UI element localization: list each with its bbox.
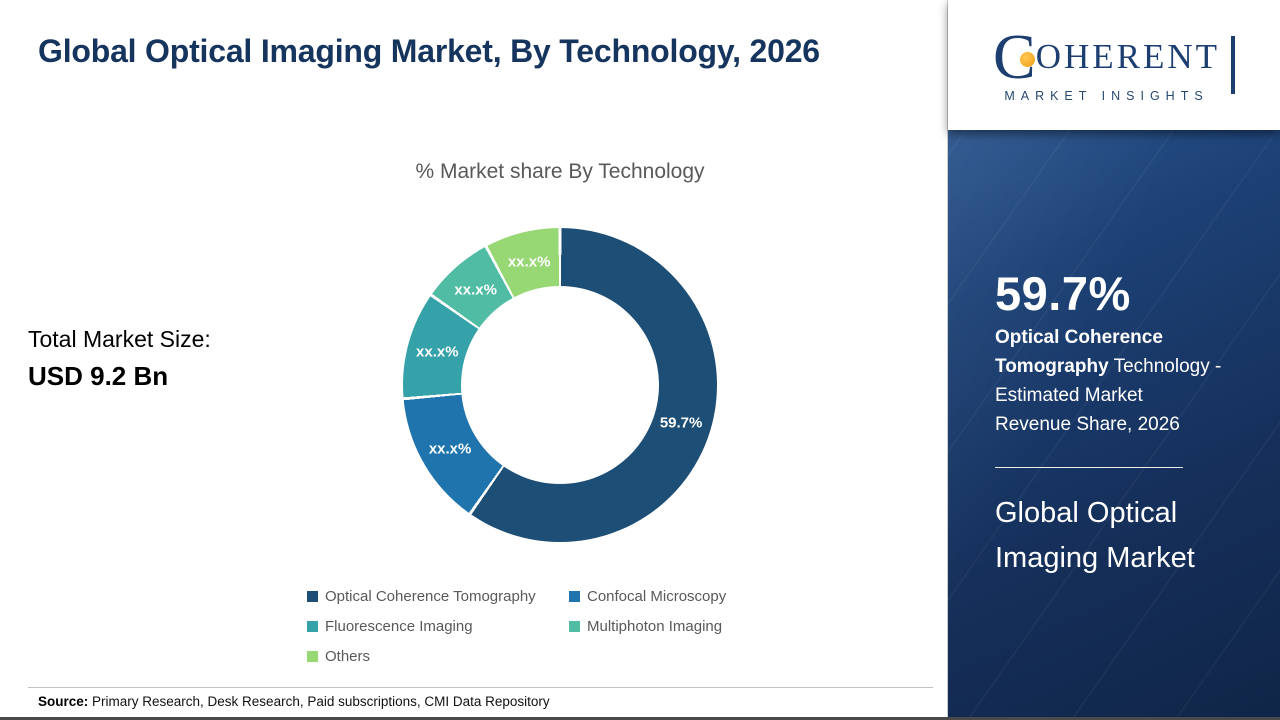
legend-label: Multiphoton Imaging [587,618,723,635]
brand-logo-inner: C OHERENT MARKET INSIGHTS [993,20,1235,103]
donut-hole [461,286,659,484]
brand-logo-text: C OHERENT MARKET INSIGHTS [993,20,1220,103]
source-text: Primary Research, Desk Research, Paid su… [88,694,550,709]
donut-chart: 59.7% xx.x% xx.x% xx.x% xx.x% [403,228,717,542]
legend-label: Fluorescence Imaging [325,618,473,635]
brand-word-rest: OHERENT [1035,36,1220,76]
sidebar: C OHERENT MARKET INSIGHTS 59.7% Optical … [948,0,1280,720]
brand-orange-dot-icon [1019,51,1035,67]
legend-swatch-icon [307,591,318,602]
brand-divider-bar [1231,36,1235,94]
chart-legend: Optical Coherence Tomography Confocal Mic… [307,588,831,665]
source-label: Source: [38,694,89,709]
legend-item: Multiphoton Imaging [569,618,831,635]
legend-swatch-icon [307,651,318,662]
highlight-stat-description: Optical Coherence Tomography Technology … [995,323,1223,439]
sidebar-separator [995,467,1183,468]
page-title: Global Optical Imaging Market, By Techno… [38,33,820,69]
total-market-value: USD 9.2 Bn [28,361,169,391]
legend-swatch-icon [569,591,580,602]
legend-item: Optical Coherence Tomography [307,588,569,605]
legend-item: Others [307,648,569,665]
main-panel: Global Optical Imaging Market, By Techno… [28,0,948,720]
legend-item: Fluorescence Imaging [307,618,569,635]
brand-logo: C OHERENT MARKET INSIGHTS [948,0,1280,130]
total-market-label: Total Market Size: [28,326,211,352]
chart-title: % Market share By Technology [415,160,705,183]
source-divider [28,687,933,688]
slice-label-1: 59.7% [659,414,703,432]
slice-label-5: xx.x% [507,253,551,271]
stat-desc-bold: Optical Coherence Tomography [995,327,1163,377]
source-note: Source: Primary Research, Desk Research,… [38,694,550,709]
brand-letter-c: C [993,20,1036,92]
bottom-border [0,717,1280,720]
stat-desc-rest: Technology - Estimated Market Revenue Sh… [995,356,1222,435]
legend-label: Confocal Microscopy [587,588,727,605]
legend-label: Optical Coherence Tomography [325,588,536,605]
legend-swatch-icon [307,621,318,632]
legend-label: Others [325,648,371,665]
brand-wordmark: C OHERENT [993,20,1220,92]
highlight-stat-value: 59.7% [995,267,1131,320]
sidebar-report-title: Global Optical Imaging Market [995,497,1195,574]
slice-label-4: xx.x% [454,281,497,299]
brand-subtitle: MARKET INSIGHTS [1004,88,1209,103]
legend-swatch-icon [569,621,580,632]
slice-label-3: xx.x% [416,343,459,361]
total-market-size: Total Market Size: USD 9.2 Bn [28,326,211,392]
legend-item: Confocal Microscopy [569,588,831,605]
slice-label-2: xx.x% [428,440,472,458]
